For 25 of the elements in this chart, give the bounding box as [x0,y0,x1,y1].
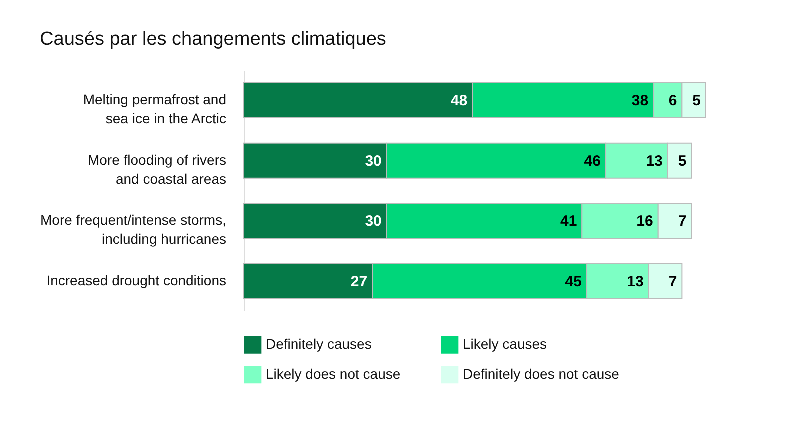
y-tick-label: More flooding of rivers and coastal areas [88,152,226,187]
legend-label: Definitely causes [266,336,372,352]
chart-title: Causés par les changements climatiques [40,29,386,50]
data-label: 30 [365,213,382,230]
legend-label: Likely causes [463,336,548,352]
data-label: 46 [584,152,601,170]
data-label: 7 [668,273,678,290]
data-label: 5 [692,92,701,110]
data-label: 48 [450,92,468,110]
data-label: 45 [565,273,582,290]
data-label: 13 [646,152,663,170]
data-label: 38 [632,92,649,110]
y-tick-label: More frequent/intense storms, including hurricanes [40,212,226,248]
data-label: 6 [668,92,678,110]
data-label: 27 [350,273,368,290]
data-label: 16 [636,213,654,230]
legend-label: Definitely does not cause [463,366,620,382]
legend-label: Likely does not cause [266,366,401,382]
y-tick-label: Melting permafrost and sea ice in the Arctic [83,92,226,127]
data-label: 41 [560,213,578,230]
data-label: 7 [678,213,687,230]
data-label: 30 [365,152,382,170]
data-label: 13 [627,273,644,290]
y-tick-label: Increased drought conditions [46,272,226,288]
data-label: 5 [678,152,687,170]
